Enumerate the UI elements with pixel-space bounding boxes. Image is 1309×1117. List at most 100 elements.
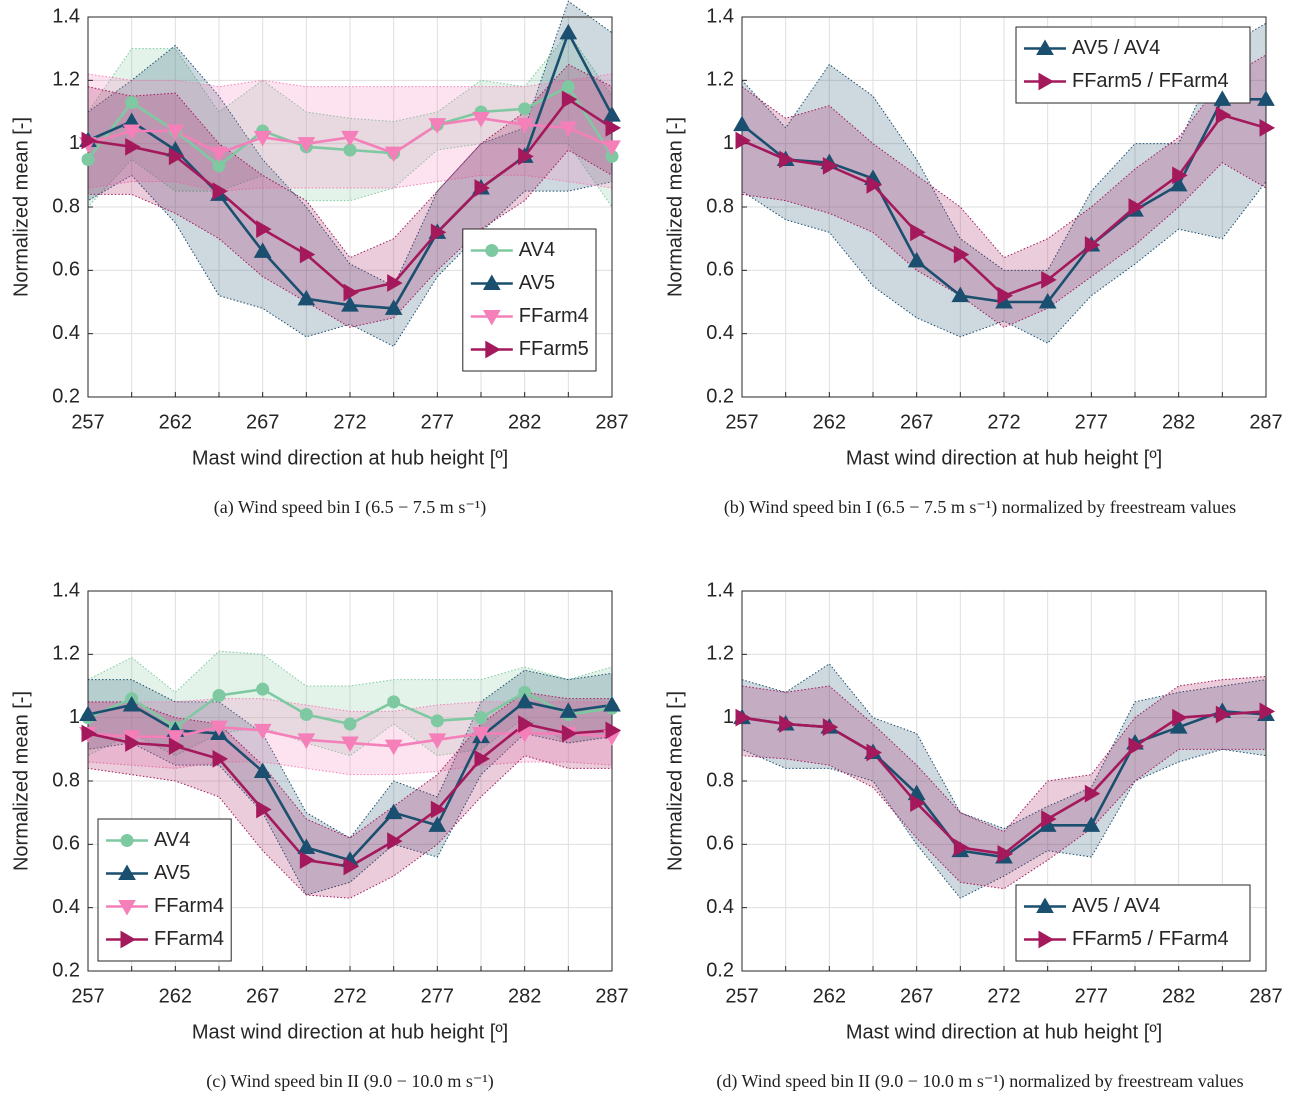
point [735, 708, 752, 727]
x-tick-label: 277 [1075, 985, 1108, 1007]
point [253, 242, 272, 258]
point [81, 153, 95, 166]
legend-marker [1038, 930, 1055, 949]
point [605, 721, 622, 740]
point [428, 816, 447, 832]
y-tick-label: 0.2 [52, 959, 80, 981]
point [166, 124, 185, 141]
x-tick-label: 277 [421, 411, 454, 433]
y-tick-label: 1.4 [52, 579, 80, 601]
x-tick-label: 272 [987, 411, 1020, 433]
point [384, 739, 403, 756]
point [561, 80, 575, 94]
point [603, 106, 621, 122]
y-tick-label: 1 [69, 706, 80, 728]
point [297, 289, 316, 306]
y-tick-label: 0.6 [52, 833, 80, 855]
legend-box [1015, 26, 1251, 104]
y-tick-label: 0.8 [706, 769, 734, 791]
band [741, 22, 1267, 344]
point [430, 223, 447, 242]
point [1213, 90, 1232, 106]
y-axis-label: Normalized mean [-] [10, 117, 32, 297]
y-tick-label: 1.2 [52, 69, 80, 91]
x-axis-label: Mast wind direction at hub height [º] [192, 1021, 508, 1043]
y-tick-label: 0.6 [706, 833, 734, 855]
point [253, 130, 272, 147]
point [1257, 90, 1275, 106]
point [387, 695, 401, 709]
point [951, 286, 970, 303]
legend-label: AV4 [154, 829, 190, 851]
legend-box [462, 228, 597, 372]
point [341, 296, 359, 312]
caption: (a) Wind speed bin I (6.5 − 7.5 m s⁻¹) [213, 497, 487, 517]
point [605, 118, 622, 137]
x-tick-label: 282 [1162, 411, 1195, 433]
point [822, 718, 839, 737]
y-tick-label: 0.4 [52, 322, 80, 344]
legend: AV5 / AV4 FFarm5 / FFarm4 [1015, 26, 1251, 104]
x-axis-label: Mast wind direction at hub height [º] [846, 1021, 1162, 1043]
y-tick-label: 0.2 [706, 959, 734, 981]
x-tick-label: 267 [900, 411, 933, 433]
x-tick-label: 262 [813, 985, 846, 1007]
x-tick-label: 277 [421, 985, 454, 1007]
point [299, 851, 316, 870]
point [515, 692, 534, 709]
x-tick-label: 282 [1162, 985, 1195, 1007]
y-tick-label: 1.2 [52, 643, 80, 665]
caption: (c) Wind speed bin II (9.0 − 10.0 m s⁻¹) [206, 1071, 494, 1091]
point [125, 734, 141, 752]
x-tick-label: 282 [508, 985, 541, 1007]
point [212, 182, 229, 201]
point [997, 286, 1014, 305]
point [299, 245, 316, 264]
legend-marker [120, 930, 137, 949]
y-tick-label: 1 [69, 132, 80, 154]
legend-label: FFarm5 / FFarm4 [1072, 70, 1229, 92]
x-tick-label: 272 [333, 411, 366, 433]
y-axis-label: Normalized mean [-] [664, 691, 686, 871]
point [472, 727, 490, 743]
legend-box [1015, 884, 1251, 962]
point [384, 803, 403, 820]
band [741, 663, 1267, 899]
y-tick-label: 1.4 [706, 5, 734, 27]
point [559, 23, 578, 40]
point [1041, 270, 1057, 289]
point [603, 140, 621, 156]
y-tick-label: 0.6 [52, 259, 80, 281]
x-tick-label: 287 [595, 985, 628, 1007]
caption: (d) Wind speed bin II (9.0 − 10.0 m s⁻¹)… [716, 1071, 1244, 1091]
point [1084, 784, 1101, 803]
legend-label: AV5 / AV4 [1072, 895, 1160, 917]
point [474, 749, 491, 768]
point [210, 720, 228, 737]
point [1038, 292, 1057, 309]
point [1169, 718, 1188, 734]
point [253, 723, 272, 740]
x-tick-label: 257 [71, 985, 104, 1007]
legend-label: FFarm4 [154, 895, 224, 917]
point [1215, 705, 1232, 724]
point [125, 137, 141, 156]
x-tick-label: 262 [159, 411, 192, 433]
legend-marker [485, 244, 499, 257]
point [910, 794, 926, 813]
point [953, 838, 970, 857]
point [822, 156, 839, 175]
point [561, 724, 578, 743]
point [81, 724, 98, 743]
point [384, 299, 403, 315]
point [907, 251, 926, 268]
legend: AV4 AV5 FFarm4 FFarm5 [462, 228, 597, 372]
legend-marker [1036, 39, 1054, 55]
legend-marker [120, 834, 134, 847]
legend-marker [118, 864, 136, 880]
legend-marker [1038, 72, 1055, 91]
point [428, 733, 447, 749]
x-tick-label: 272 [333, 985, 366, 1007]
legend-label: FFarm4 [154, 928, 224, 950]
point [910, 223, 926, 242]
